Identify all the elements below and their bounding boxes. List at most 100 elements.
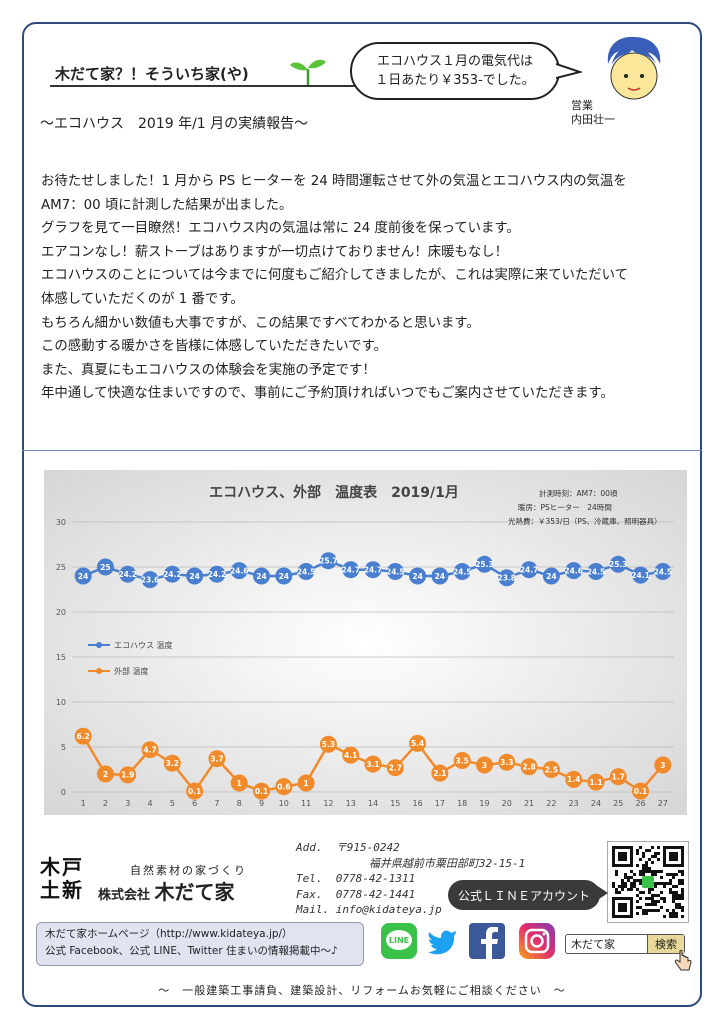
data-point (498, 753, 516, 771)
x-tick-label: 27 (658, 799, 668, 808)
body-paragraph: 年中通して快適な住まいですので、事前にご予約頂ければいつでもご案内させていただき… (41, 386, 614, 402)
data-label: 1.1 (589, 778, 602, 787)
data-point (609, 555, 627, 573)
avatar-icon (607, 36, 661, 100)
social-info: 公式 Facebook、公式 LINE、Twitter 住まいの情報掲載中～♪ (45, 945, 338, 957)
data-label: 24.1 (631, 571, 650, 580)
data-point (253, 782, 271, 800)
tel-label: Tel. (296, 872, 323, 885)
y-tick-label: 25 (56, 563, 66, 572)
x-tick-label: 14 (368, 799, 378, 808)
data-point (409, 734, 427, 752)
staff-role: 営業 (571, 99, 593, 112)
data-label: 24 (546, 572, 556, 581)
data-point (253, 567, 271, 585)
tel-number[interactable]: 0778-42-1311 (335, 872, 416, 885)
article-body: お待たせしました！1 月から PS ヒーターを 24 時間運転させて外の気温とエ… (41, 170, 691, 406)
data-label: 25.3 (609, 560, 628, 569)
x-tick-label: 18 (457, 799, 467, 808)
data-point (119, 565, 137, 583)
data-point (542, 567, 560, 585)
data-label: 1.7 (612, 773, 625, 782)
data-point (141, 571, 159, 589)
x-tick-label: 16 (412, 799, 422, 808)
data-point (498, 569, 516, 587)
staff-label: 営業 内田壮一 (571, 99, 615, 127)
data-label: 24.2 (118, 570, 137, 579)
y-tick-label: 20 (56, 608, 66, 617)
fax-label: Fax. (296, 887, 323, 901)
data-point (119, 766, 137, 784)
data-label: 2.8 (522, 763, 535, 772)
data-point (364, 755, 382, 773)
body-paragraph: この感動する暖かさを皆様に体感していただきたいです。 (41, 339, 388, 355)
search-button[interactable]: 検索 (647, 935, 684, 953)
data-label: 24.6 (230, 566, 249, 575)
data-point (565, 562, 583, 580)
data-point (319, 552, 337, 570)
bubble-line-2: １日あたり￥353-でした。 (375, 73, 535, 88)
body-paragraph: AM7：00 頃に計測した結果が出ました。 (41, 197, 293, 213)
search-input[interactable]: 木だて家 検索 (565, 934, 685, 954)
x-tick-label: 1 (81, 799, 86, 808)
facebook-icon[interactable] (468, 922, 506, 960)
data-point (453, 563, 471, 580)
data-point (386, 563, 404, 580)
data-point (275, 567, 293, 585)
data-point (96, 558, 114, 576)
legend-label: エコハウス 温度 (114, 640, 173, 650)
qr-code-icon[interactable] (607, 841, 689, 923)
data-label: 3.2 (166, 759, 179, 768)
data-label: 1.9 (121, 771, 134, 780)
data-point (587, 563, 605, 580)
data-point (632, 782, 650, 800)
data-point (163, 754, 181, 772)
data-label: 25.3 (475, 560, 494, 569)
badge-tail-icon (596, 885, 608, 901)
x-tick-label: 23 (569, 799, 579, 808)
data-point (542, 761, 560, 778)
line-icon[interactable]: LINE (380, 922, 418, 960)
data-point (208, 750, 226, 768)
y-tick-label: 10 (56, 698, 66, 707)
chart-note: 暖房：PSヒーター 24時間 (518, 502, 612, 512)
data-label: 3.5 (456, 756, 469, 765)
data-point (520, 561, 538, 579)
data-label: 24.7 (520, 566, 539, 575)
twitter-icon[interactable] (424, 922, 462, 960)
address: 福井県越前市粟田部町32-15-1 (368, 856, 526, 870)
data-point (230, 562, 248, 580)
data-point (453, 752, 471, 769)
x-tick-label: 2 (103, 799, 108, 808)
y-tick-label: 15 (56, 653, 66, 662)
data-label: 3.3 (500, 758, 513, 767)
data-label: 24 (279, 572, 289, 581)
data-label: 23.8 (498, 574, 517, 583)
data-point (475, 555, 493, 573)
data-point (431, 567, 449, 585)
company-title: 株式会社 木だて家 (98, 876, 235, 905)
data-label: 24.7 (364, 566, 383, 575)
logo-glyph: 木 (39, 855, 61, 879)
data-label: 0.6 (277, 782, 290, 791)
chart-note: 光熱費：￥353/日（PS、冷蔵庫、照明器具） (508, 516, 662, 526)
x-tick-label: 13 (346, 799, 356, 808)
data-point (565, 770, 583, 788)
x-tick-label: 7 (214, 799, 219, 808)
homepage-link[interactable]: 木だて家ホームページ（http://www.kidateya.jp/） (45, 928, 293, 940)
chart-note: 計測時刻：AM7：00頃 (539, 488, 618, 498)
logo-glyph: 戸 (62, 855, 82, 879)
instagram-icon[interactable] (518, 922, 556, 960)
data-label: 24.7 (341, 566, 360, 575)
data-label: 0.1 (188, 787, 201, 796)
y-tick-label: 5 (61, 743, 66, 752)
mail-address[interactable]: info@kidateya.jp (335, 903, 442, 916)
x-tick-label: 25 (613, 799, 623, 808)
body-paragraph: グラフを見て一目瞭然！エコハウス内の気温は常に 24 度前後を保っています。 (41, 221, 520, 237)
x-tick-label: 26 (635, 799, 645, 808)
data-point (186, 782, 204, 800)
company-name: 木だて家 (154, 880, 235, 904)
search-text: 木だて家 (571, 938, 615, 951)
data-label: 24.6 (564, 566, 583, 575)
